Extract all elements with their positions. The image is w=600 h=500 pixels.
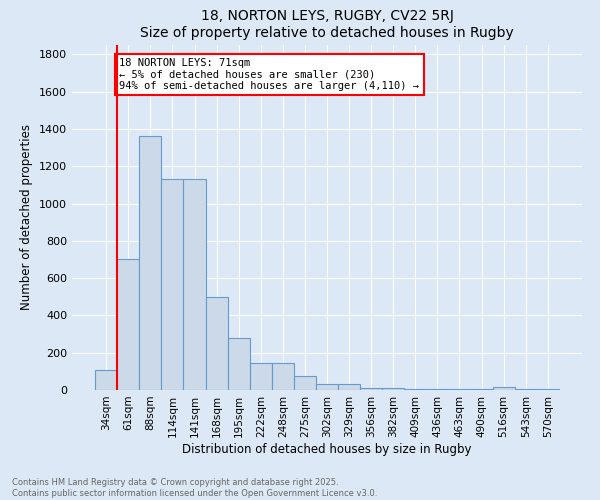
X-axis label: Distribution of detached houses by size in Rugby: Distribution of detached houses by size … bbox=[182, 442, 472, 456]
Bar bbox=[95, 370, 117, 390]
Bar bbox=[184, 180, 206, 390]
Bar bbox=[338, 384, 360, 390]
Bar bbox=[294, 376, 316, 390]
Bar bbox=[448, 389, 470, 390]
Y-axis label: Number of detached properties: Number of detached properties bbox=[20, 124, 34, 310]
Bar bbox=[117, 260, 139, 390]
Bar bbox=[161, 180, 184, 390]
Bar bbox=[382, 388, 404, 390]
Bar bbox=[360, 388, 382, 390]
Bar bbox=[316, 384, 338, 390]
Bar bbox=[493, 387, 515, 390]
Bar bbox=[250, 363, 272, 390]
Text: 18 NORTON LEYS: 71sqm
← 5% of detached houses are smaller (230)
94% of semi-deta: 18 NORTON LEYS: 71sqm ← 5% of detached h… bbox=[119, 58, 419, 92]
Bar bbox=[404, 389, 427, 390]
Text: Contains HM Land Registry data © Crown copyright and database right 2025.
Contai: Contains HM Land Registry data © Crown c… bbox=[12, 478, 377, 498]
Bar bbox=[272, 363, 294, 390]
Bar bbox=[427, 389, 448, 390]
Bar bbox=[206, 297, 227, 390]
Bar bbox=[139, 136, 161, 390]
Bar bbox=[227, 338, 250, 390]
Bar bbox=[470, 389, 493, 390]
Title: 18, NORTON LEYS, RUGBY, CV22 5RJ
Size of property relative to detached houses in: 18, NORTON LEYS, RUGBY, CV22 5RJ Size of… bbox=[140, 10, 514, 40]
